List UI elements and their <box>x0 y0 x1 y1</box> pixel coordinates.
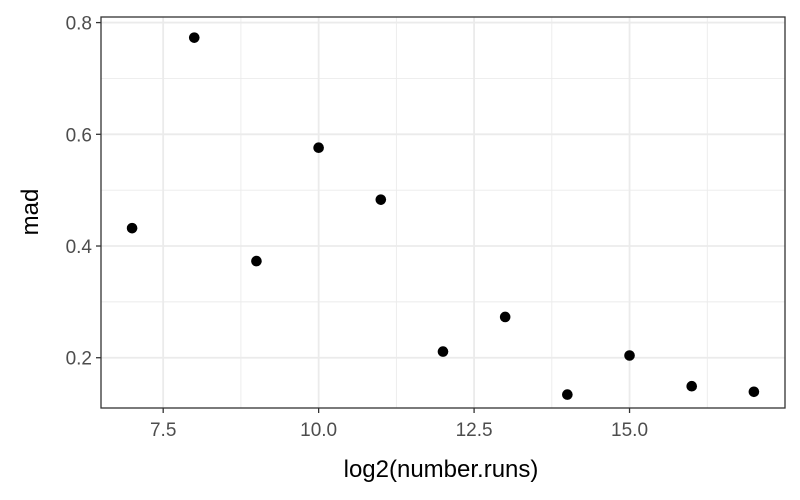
plot-area <box>101 17 785 408</box>
data-points <box>126 32 760 400</box>
y-tick-label: 0.8 <box>66 14 92 35</box>
minor-gridlines <box>101 17 785 408</box>
major-gridlines <box>101 17 785 408</box>
y-tick-label: 0.2 <box>66 349 92 370</box>
x-tick-label: 12.5 <box>456 420 493 441</box>
axis-ticks <box>96 21 631 413</box>
tick-labels: 7.5 10.0 12.5 15.0 0.2 0.4 0.6 0.8 <box>66 14 648 441</box>
data-point <box>251 255 262 267</box>
y-tick-label: 0.6 <box>66 125 92 146</box>
panel-border-rect <box>100 16 786 409</box>
x-axis-title: log2(number.runs) <box>344 456 539 483</box>
x-tick-label: 7.5 <box>150 420 176 441</box>
data-point <box>499 311 511 323</box>
data-point <box>686 380 698 392</box>
x-tick-label: 10.0 <box>300 420 337 441</box>
data-point <box>748 386 760 398</box>
x-tick-label: 15.0 <box>611 420 648 441</box>
data-point <box>313 142 324 154</box>
y-tick-label: 0.4 <box>66 237 93 258</box>
data-point <box>188 32 200 43</box>
data-point <box>437 346 449 357</box>
data-point <box>624 350 635 361</box>
plot-panel <box>101 17 785 408</box>
data-point <box>375 194 387 205</box>
panel-border <box>100 16 786 409</box>
data-point <box>562 389 573 400</box>
data-point <box>126 222 138 234</box>
y-axis-title: mad <box>17 189 44 236</box>
